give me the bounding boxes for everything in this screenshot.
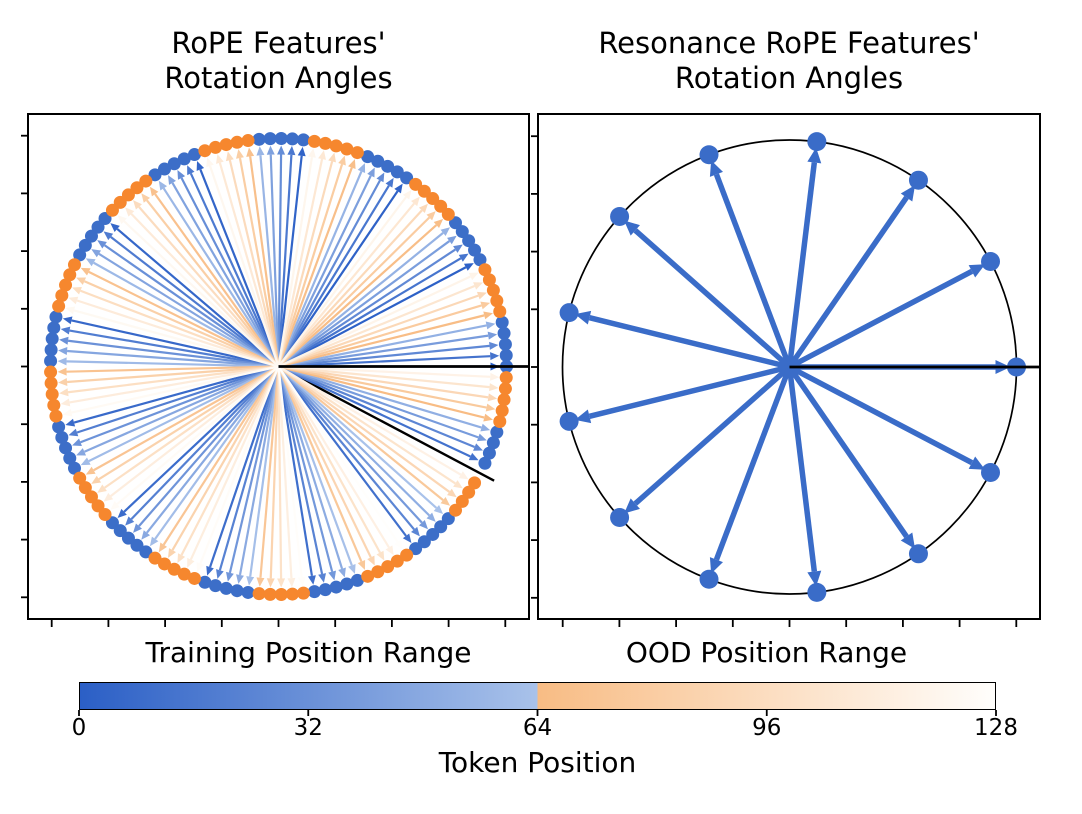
left-plot-title-line2: Rotation Angles	[164, 61, 393, 95]
colorbar-tick-label-96: 96	[752, 715, 782, 741]
colorbar-axis-label: Token Position	[438, 746, 637, 779]
left-plot-group	[21, 113, 530, 627]
colorbar-tick-label-32: 32	[293, 715, 323, 741]
colorbar-tick-label-128: 128	[974, 715, 1018, 741]
colorbar-tick-label-64: 64	[522, 715, 553, 741]
training-range-label: Training Position Range	[145, 636, 472, 669]
left-plot-title: RoPE Features' Rotation Angles	[27, 26, 530, 96]
right-plot-title-line2: Rotation Angles	[674, 61, 904, 95]
right-plot-group	[531, 113, 1041, 627]
ood-range-label: OOD Position Range	[625, 636, 908, 669]
colorbar-ticks-group	[78, 710, 997, 716]
colorbar-tick-label-0: 0	[71, 715, 87, 741]
colorbar-gradient	[79, 682, 996, 710]
right-plot-title-line1: Resonance RoPE Features'	[598, 26, 980, 60]
left-plot-title-line1: RoPE Features'	[171, 26, 386, 60]
right-plot-title: Resonance RoPE Features' Rotation Angles	[537, 26, 1041, 96]
